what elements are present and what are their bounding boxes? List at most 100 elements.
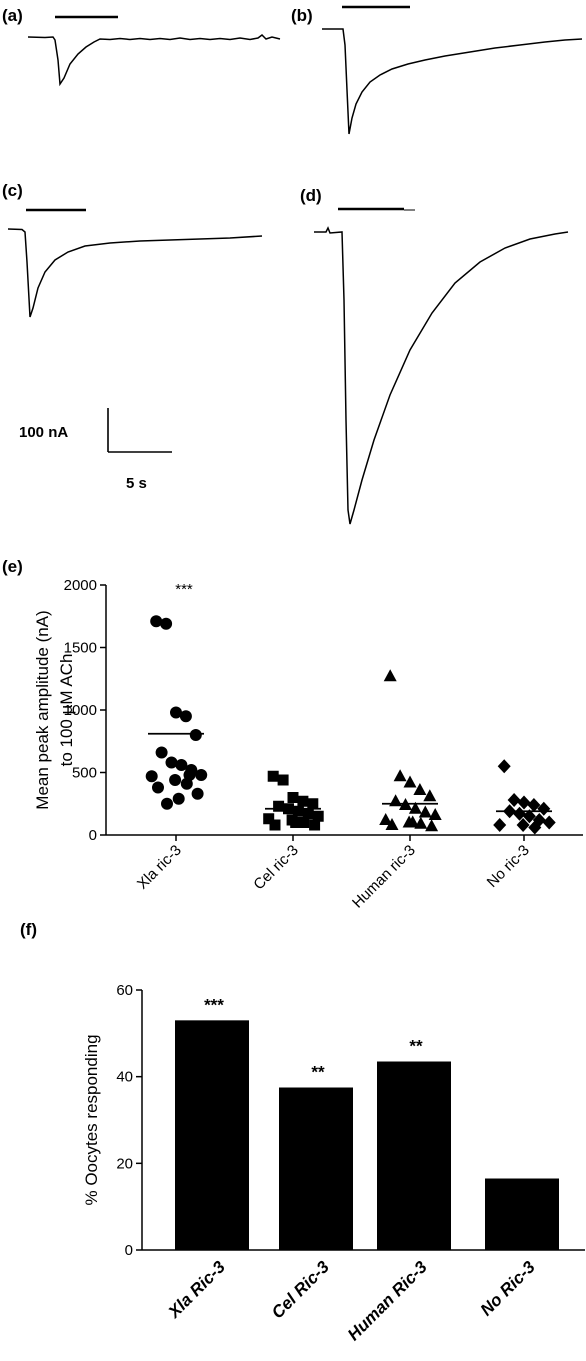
- data-point: [169, 774, 182, 786]
- y-tick-label: 1500: [64, 640, 97, 657]
- data-point: [287, 792, 299, 803]
- data-point: [513, 806, 526, 821]
- data-point: [428, 808, 442, 820]
- significance-label: **: [409, 1037, 423, 1056]
- data-point: [493, 818, 507, 832]
- data-point: [165, 756, 178, 769]
- data-point: [527, 798, 541, 812]
- panel-label-a: (a): [2, 6, 23, 25]
- trace-panel-d: [314, 207, 569, 525]
- data-point: [263, 813, 275, 825]
- data-point: [537, 801, 551, 816]
- data-point: [497, 759, 511, 774]
- data-point: [406, 815, 420, 828]
- data-point: [183, 769, 196, 781]
- data-point: [145, 770, 158, 783]
- scale-bar: 100 nA 5 s: [19, 408, 172, 492]
- data-point: [418, 805, 432, 818]
- data-point: [312, 810, 324, 822]
- bars: [175, 1020, 559, 1250]
- y-tick-label: 40: [116, 1069, 133, 1086]
- x-tick-label: No Ric-3: [477, 1257, 540, 1320]
- data-point: [172, 792, 185, 805]
- data-point: [393, 769, 407, 782]
- data-point: [403, 775, 417, 788]
- bar: [175, 1020, 249, 1250]
- data-point: [175, 759, 188, 771]
- x-tick-label: Human ric-3: [349, 842, 419, 912]
- data-point: [302, 808, 314, 820]
- x-tick-label: Xla Ric-3: [164, 1257, 229, 1322]
- data-point: [423, 789, 437, 802]
- trace-panel-a: [27, 15, 281, 87]
- data-point: [297, 795, 309, 807]
- data-point: [277, 774, 289, 786]
- y-tick-label: 1000: [64, 702, 97, 719]
- x-tick-label: Cel ric-3: [250, 842, 302, 894]
- scatter-chart: 0 500 1000 1500 2000 Xla ric-3 Cel ric-3 Human…: [33, 577, 583, 912]
- y-axis-title-line-2: to 100 µM ACh: [57, 654, 76, 767]
- current-trace: [7, 228, 263, 318]
- y-tick-label: 0: [125, 1242, 133, 1259]
- current-trace: [27, 34, 281, 87]
- data-point: [170, 706, 182, 719]
- data-point: [290, 817, 302, 828]
- data-point: [385, 818, 399, 830]
- data-point: [161, 797, 173, 810]
- data-point: [528, 820, 542, 835]
- data-point: [298, 817, 310, 828]
- current-trace: [314, 226, 569, 525]
- data-point: [152, 781, 164, 794]
- data-point: [150, 615, 163, 628]
- x-tick-label: Human Ric-3: [344, 1257, 431, 1344]
- panel-label-c: (c): [2, 181, 23, 200]
- panel-label-f: (f): [20, 920, 37, 939]
- y-axis-title: % Oocytes responding: [82, 1034, 101, 1205]
- y-tick-label: 0: [89, 827, 97, 844]
- panel-label-b: (b): [291, 6, 313, 25]
- y-ticks: 0 500 1000 1500 2000: [64, 577, 106, 844]
- data-point: [542, 815, 556, 830]
- data-point: [517, 795, 531, 810]
- data-point: [292, 805, 304, 817]
- data-point: [413, 783, 427, 795]
- x-tick-label: Cel Ric-3: [268, 1257, 333, 1322]
- significance-label: **: [311, 1063, 325, 1082]
- time-scale-label: 5 s: [126, 475, 147, 492]
- x-ticks: Xla Ric-3 Cel Ric-3 Human Ric-3 No Ric-3: [164, 1257, 539, 1344]
- trace-panel-c: [7, 208, 263, 318]
- data-point: [155, 746, 168, 759]
- mean-lines: [148, 732, 552, 813]
- trace-panel-b: [322, 5, 583, 135]
- data-point: [191, 787, 204, 800]
- bar: [279, 1087, 353, 1250]
- panel-label-d: (d): [300, 186, 322, 205]
- data-point: [507, 793, 521, 807]
- data-point: [516, 818, 530, 832]
- significance-labels: *******: [204, 995, 423, 1081]
- y-axis-title-line-1: Mean peak amplitude (nA): [33, 610, 52, 809]
- data-point: [179, 710, 192, 723]
- y-tick-label: 20: [116, 1155, 133, 1172]
- current-trace: [322, 28, 583, 135]
- data-point: [425, 819, 439, 832]
- data-point: [379, 813, 393, 825]
- data-point: [307, 798, 319, 810]
- data-points: [145, 615, 556, 835]
- y-ticks: 0 20 40 60: [116, 982, 142, 1259]
- current-scale-label: 100 nA: [19, 424, 68, 441]
- significance-label: ***: [175, 581, 193, 598]
- y-tick-label: 60: [116, 982, 133, 999]
- data-point: [160, 617, 173, 630]
- data-point: [189, 729, 202, 741]
- data-point: [383, 669, 397, 682]
- data-point: [273, 800, 285, 812]
- bar: [485, 1178, 559, 1250]
- significance-labels: ***: [175, 581, 193, 598]
- panel-label-e: (e): [2, 557, 23, 576]
- x-ticks: Xla ric-3 Cel ric-3 Human ric-3 No ric-3: [134, 835, 533, 912]
- x-tick-label: Xla ric-3: [134, 842, 185, 893]
- data-point: [522, 809, 536, 824]
- data-point: [267, 770, 279, 782]
